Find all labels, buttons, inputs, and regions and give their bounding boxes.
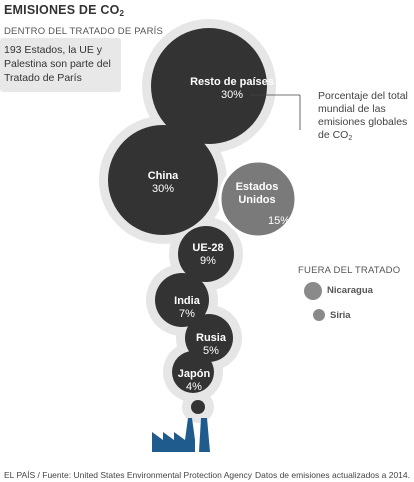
inside-treaty-label: DENTRO DEL TRATADO DE PARÍS xyxy=(4,26,164,37)
bubble-label-rusia: Rusia 5% xyxy=(189,332,233,358)
country-pct: 5% xyxy=(203,345,219,357)
bubble-india xyxy=(155,273,209,327)
country-name: Rusia xyxy=(196,332,226,344)
country-name: UE-28 xyxy=(192,242,224,254)
footer-source: EL PAÍS / Fuente: United States Environm… xyxy=(4,470,253,480)
legend-leader-line xyxy=(250,94,301,130)
country-name: Japón xyxy=(177,368,211,380)
country-name: Estados xyxy=(235,181,279,193)
nicaragua-label: Nicaragua xyxy=(327,285,373,296)
note-text: 193 Estados, la UE y Palestina son parte… xyxy=(4,44,111,84)
country-name: China xyxy=(147,170,179,182)
country-pct: 30% xyxy=(151,183,175,195)
bubble-group xyxy=(108,28,298,414)
bubble-label-japon: Japón 4% xyxy=(172,368,216,394)
country-name: Resto de países xyxy=(190,76,274,88)
country-pct: 15% xyxy=(267,215,291,227)
bubble-china xyxy=(108,125,218,235)
bubble-resto xyxy=(151,28,267,144)
nicaragua-dot xyxy=(304,282,322,300)
bubble-label-india: India 7% xyxy=(162,295,212,321)
bubble-pct-usa: 15% xyxy=(259,215,299,228)
factory-icon xyxy=(152,418,210,452)
legend-text: Porcentaje del total mundial de las emis… xyxy=(318,90,408,142)
siria-dot xyxy=(313,309,325,321)
outside-treaty-label: FUERA DEL TRATADO xyxy=(298,265,401,276)
bubble-usa xyxy=(218,159,298,239)
bubble-label-resto: Resto de países 30% xyxy=(167,76,297,102)
bubble-label-usa: Estados Unidos xyxy=(222,181,292,207)
note-box xyxy=(0,38,121,92)
bubble-label-china: China 30% xyxy=(108,170,218,196)
country-name: India xyxy=(174,295,200,307)
siria-label: Siria xyxy=(330,310,351,321)
bubble-rusia xyxy=(185,314,233,362)
country-pct: 4% xyxy=(186,381,202,393)
country-pct: 7% xyxy=(179,308,195,320)
bubble-small xyxy=(191,400,205,414)
bubble-japon xyxy=(172,351,214,393)
country-pct: 30% xyxy=(220,89,244,101)
bubble-ue xyxy=(178,226,234,282)
page-title: EMISIONES DE CO2 xyxy=(4,3,125,18)
bubble-label-ue: UE-28 9% xyxy=(178,242,238,268)
footer-note: Datos de emisiones actualizados a 2014. xyxy=(255,470,410,480)
country-name: Unidos xyxy=(238,194,276,206)
country-pct: 9% xyxy=(200,255,216,267)
